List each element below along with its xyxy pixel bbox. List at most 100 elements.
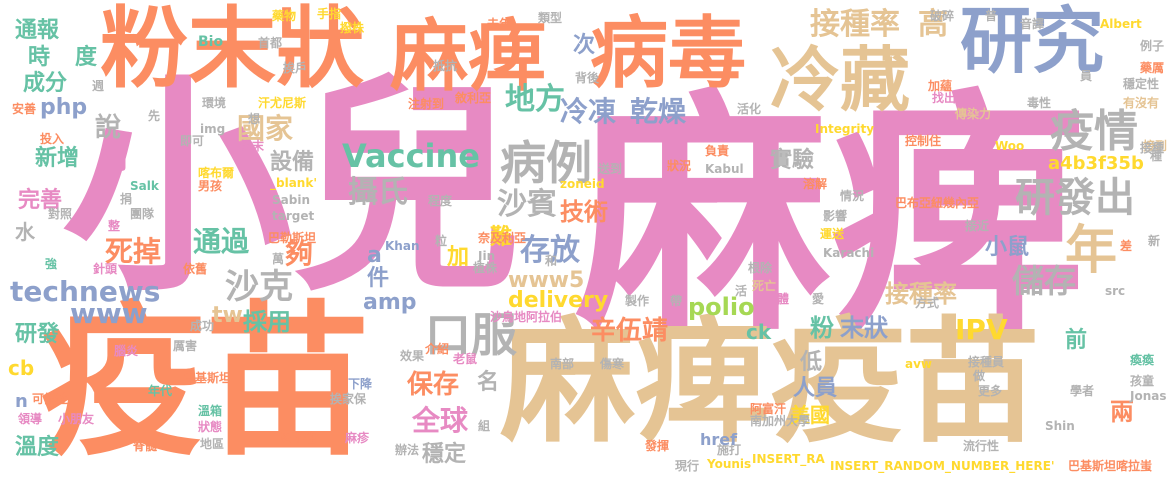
word-liang: 兩: [1110, 398, 1134, 426]
word-insert-ra: INSERT_RA: [752, 452, 825, 466]
word-blank: _blank': [270, 176, 317, 190]
word-a4b3: a4b3f35b: [1048, 153, 1144, 174]
word-hanfuni: 汗尤尼斯: [258, 96, 307, 110]
word-bajisitan-2: 巴基斯坦: [183, 371, 232, 385]
word-xin: 新: [1148, 234, 1161, 248]
word-wendingxing: 穩定性: [1123, 77, 1160, 91]
word-xulia: 敘利亞: [455, 91, 492, 105]
word-sabin: Sabin: [272, 193, 310, 207]
word-bio: Bio: [198, 34, 224, 50]
word-xian: 先: [148, 109, 161, 123]
word-salk: Salk: [130, 179, 159, 193]
word-yinyi: 音譯: [1020, 17, 1045, 31]
word-mazhen: 麻疹: [345, 431, 370, 445]
word-yanjiu: 研究: [960, 0, 1105, 83]
word-zheng: 整: [108, 219, 121, 233]
word-aimen: 挨戶: [283, 61, 308, 75]
word-shida: 施打: [717, 443, 742, 457]
word-nan: 難: [490, 225, 513, 250]
word-ke: 活: [735, 284, 748, 298]
word-yuan: 員: [1080, 69, 1093, 83]
word-touru: 投入: [40, 132, 65, 146]
word-jisui: 脊髓: [133, 439, 158, 453]
word-hehuo: 和: [545, 254, 558, 268]
word-zu: 組: [478, 419, 491, 433]
word-gao: 高: [918, 7, 948, 42]
word-xinwujing: 辛伍靖: [590, 316, 669, 346]
word-mabi-main: 麻痺: [575, 69, 1086, 366]
word-haitong: 孩童: [1130, 374, 1155, 388]
word-yaowu: 藥物: [272, 9, 297, 23]
word-lizi: 例子: [1140, 39, 1165, 53]
word-meiguo: 美國: [790, 403, 830, 427]
word-rongjie: 溶解: [803, 177, 828, 191]
word-zuo: 做: [973, 369, 986, 383]
word-img: img: [200, 122, 226, 136]
word-yiqing: 疫情: [1050, 106, 1138, 157]
word-dikang: 抵抗: [433, 59, 458, 73]
word-diqu: 地區: [200, 437, 225, 451]
word-zhushedao: 注射到: [408, 97, 445, 111]
word-xuezhe: 學者: [1070, 384, 1095, 398]
word-ming: 名: [477, 370, 500, 395]
word-nanhai: 男孩: [198, 179, 223, 193]
word-huzheng: 瘓瘓: [1130, 353, 1155, 367]
word-ai: 愛: [812, 292, 825, 306]
word-zhizhi: 植株: [473, 261, 498, 275]
word-xiaoshu: 小鼠: [985, 235, 1030, 260]
word-jieji: 接種: [1140, 141, 1165, 155]
word-koufu: 口服: [425, 308, 517, 362]
word-leixing: 類型: [538, 11, 563, 25]
word-ipv: IPV: [955, 313, 1008, 346]
word-vaccine: Vaccine: [342, 137, 480, 175]
word-anshan: 安善: [12, 102, 37, 116]
word-renyuan: 人員: [793, 376, 838, 401]
word-shadi: 沙烏地阿拉伯: [490, 310, 563, 324]
word-wan: 萬: [272, 252, 285, 266]
word-qunian: 去年: [487, 17, 512, 31]
word-nanjiazhou: 南加州大學: [750, 414, 811, 428]
word-chengfen: 成分: [23, 71, 68, 96]
word-n: n: [15, 391, 28, 412]
word-gengduo: 更多: [978, 384, 1003, 398]
word-mozhuang: 末狀: [840, 314, 888, 342]
word-juan: 捐: [120, 192, 133, 206]
word-qiang: 強: [45, 257, 58, 271]
word-woo: Woo: [995, 139, 1025, 153]
word-chengdu: 程度: [428, 194, 453, 208]
word-yanfachu: 研發出: [1015, 175, 1135, 221]
word-jiawen: 加蘊: [928, 79, 953, 93]
word-quanqiu: 全球: [412, 404, 469, 437]
word-yaoli: 藥厲: [1140, 61, 1165, 75]
word-siwang: 死亡: [752, 279, 777, 293]
word-href: href: [700, 430, 738, 449]
word-kongzhi: 控制住: [905, 134, 942, 148]
word-laoshu: 老鼠: [453, 352, 478, 366]
word-tongguo: 通過: [193, 225, 250, 258]
word-yingxiang: 影響: [823, 209, 848, 223]
word-jia: 加: [447, 245, 470, 270]
word-zhentou: 針頭: [93, 262, 118, 276]
word-delivery: delivery: [508, 288, 609, 313]
word-difang: 地方: [505, 82, 565, 117]
word-di: 低: [800, 350, 823, 375]
word-bozhu: 撥株: [340, 21, 365, 35]
word-shuyan: 腦炎: [114, 344, 139, 358]
word-integrity: Integrity: [815, 122, 875, 136]
word-beihou: 背後: [575, 71, 600, 85]
word-kabubu: 喀布爾: [198, 166, 235, 180]
word-yunda: 運送: [820, 227, 845, 241]
word-lihai: 厲害: [173, 339, 198, 353]
word-younis: Younis: [707, 457, 752, 471]
word-fen: 粉: [810, 314, 834, 342]
word-chuanranli: 傳染力: [955, 107, 992, 121]
word-bingdu: 病毒: [590, 9, 747, 99]
word-insert-full: INSERT_RANDOM_NUMBER_HERE': [830, 459, 1055, 473]
word-shebin: 沙賓: [497, 187, 557, 222]
word-zhou: 週: [92, 79, 105, 93]
word-pocui: 破碎: [930, 9, 955, 23]
word-jieshao: 介紹: [425, 342, 450, 356]
word-zoneid: zoneid: [560, 177, 605, 191]
word-technews: technews: [10, 275, 161, 308]
